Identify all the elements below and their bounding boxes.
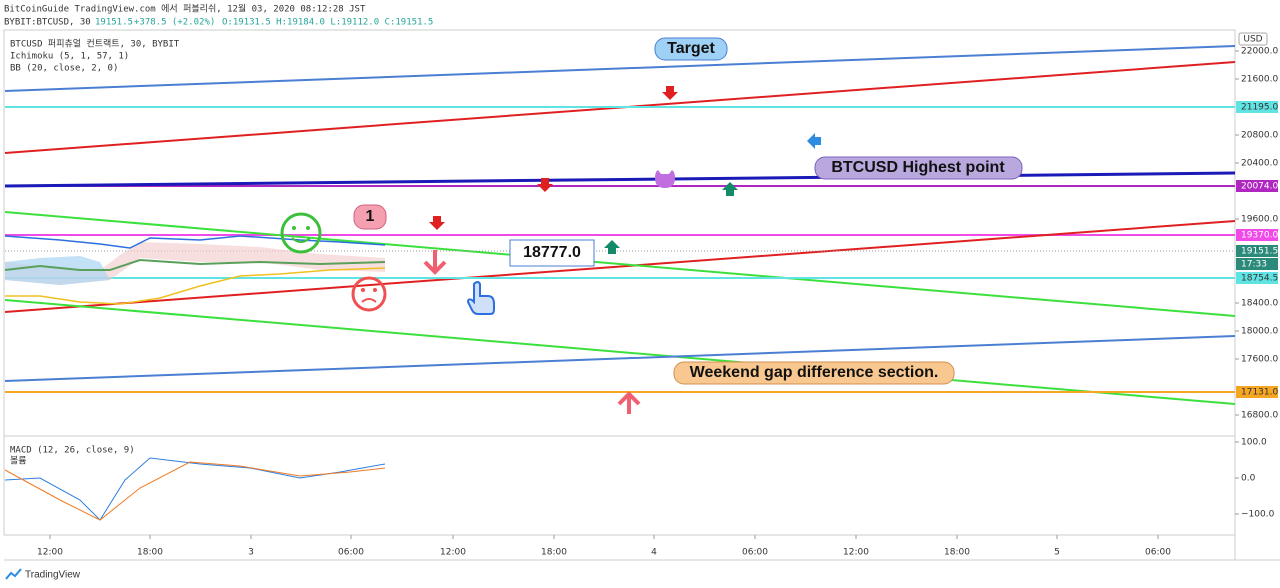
price-label: 18000.0	[1241, 327, 1278, 337]
price-label: 17600.0	[1241, 355, 1278, 365]
change: +378.5 (+2.02%)	[134, 18, 215, 28]
price-badge-label: 20074.0	[1241, 182, 1278, 192]
callout	[353, 204, 387, 230]
price-label: 22000.0	[1241, 47, 1278, 57]
price-badge-label: 19370.0	[1241, 231, 1278, 241]
trend-line	[4, 220, 1236, 313]
smiley-eye	[292, 226, 296, 230]
price-badge-label: 18754.5	[1241, 274, 1278, 284]
currency-badge	[1238, 32, 1268, 46]
macd-label: 100.0	[1241, 438, 1267, 448]
ohlc: O:19131.5 H:19184.0 L:19112.0 C:19151.5	[222, 18, 433, 28]
time-axis: 12:00 18:00 3 06:00 12:00 18:00 4 06:00 12:00 18:…	[37, 535, 1171, 558]
callout-text: Target	[667, 40, 715, 57]
smiley	[280, 212, 322, 254]
publish-info: BitCoinGuide TradingView.com 에서 퍼블리쉬, 12…	[4, 3, 366, 15]
callout-text: Weekend gap difference section.	[690, 364, 939, 381]
pointer-hand	[466, 281, 495, 315]
time-label: 5	[1054, 548, 1060, 558]
callout	[814, 156, 1023, 180]
arrow-up	[722, 182, 738, 196]
cat-icon	[655, 170, 675, 188]
time-label: 18:00	[541, 548, 567, 558]
brand: TradingView	[25, 570, 81, 581]
price-axis: 22000.0 21600.0 20800.0 20400.0 19600.0 18400…	[1235, 47, 1278, 421]
trend-line	[4, 171, 1236, 188]
callout	[673, 361, 955, 385]
legend-bb: BB (20, close, 2, 0)	[10, 64, 118, 74]
price-badge	[1236, 229, 1278, 241]
trend-line	[4, 45, 1236, 92]
price-badge	[1236, 180, 1278, 192]
price-badge	[1236, 272, 1278, 284]
price-badge	[1236, 101, 1278, 113]
arrow-up	[604, 240, 620, 254]
time-label: 12:00	[37, 548, 63, 558]
sad-eye	[361, 288, 365, 292]
trend-line	[4, 211, 1236, 317]
brand-logo	[5, 568, 22, 580]
time-label: 18:00	[137, 548, 163, 558]
price-badge-label: 17131.0	[1241, 388, 1278, 398]
price-badge-label: 21195.0	[1241, 103, 1278, 113]
price-badge	[1236, 386, 1278, 398]
time-label: 3	[248, 548, 254, 558]
price-label: 19600.0	[1241, 215, 1278, 225]
smiley-eye	[306, 226, 310, 230]
time-label: 06:00	[742, 548, 768, 558]
arrow-down	[537, 178, 553, 192]
macd-label: 0.0	[1241, 474, 1256, 484]
bb-upper	[4, 235, 386, 249]
currency: USD	[1243, 35, 1262, 45]
price-label: 21600.0	[1241, 75, 1278, 85]
price-label: 20800.0	[1241, 131, 1278, 141]
price-note	[509, 239, 595, 267]
bb-basis	[4, 258, 386, 271]
price-label: 18400.0	[1241, 299, 1278, 309]
macd-axis: 100.0 0.0 −100.0	[1235, 438, 1275, 520]
arrow-down-large	[423, 250, 447, 275]
legend-ichimoku: Ichimoku (5, 1, 57, 1)	[10, 52, 129, 62]
price-badge-label: 19151.5	[1241, 247, 1278, 257]
ichimoku-cloud	[5, 256, 110, 285]
time-label: 12:00	[843, 548, 869, 558]
price-label: 16800.0	[1241, 411, 1278, 421]
price-note-text: 18777.0	[523, 244, 581, 261]
time-label: 4	[651, 548, 657, 558]
price-label: 20400.0	[1241, 159, 1278, 169]
price-badge	[1236, 245, 1278, 257]
last-price: 19151.5	[95, 18, 133, 28]
sad-face	[351, 276, 387, 312]
time-label: 06:00	[1145, 548, 1171, 558]
callout-text: BTCUSD Highest point	[831, 159, 1005, 176]
legend-macd: MACD (12, 26, close, 9)	[10, 446, 135, 456]
callout	[654, 37, 728, 61]
time-label: 06:00	[338, 548, 364, 558]
price-badge	[1236, 258, 1278, 270]
legend-instrument: BTCUSD 퍼피츄얼 컨트랙트, 30, BYBIT	[10, 39, 180, 50]
sad-eye	[373, 288, 377, 292]
arrow-down	[429, 216, 445, 230]
symbol: BYBIT:BTCUSD, 30	[4, 18, 91, 28]
arrow-up-large	[617, 391, 641, 414]
smiley-mouth	[291, 237, 311, 243]
drawings	[4, 45, 1236, 405]
callout-text: 1	[366, 208, 375, 225]
price-badge-label: 17:33	[1241, 260, 1267, 270]
time-label: 18:00	[944, 548, 970, 558]
trend-line	[4, 335, 1236, 382]
macd-label: −100.0	[1241, 510, 1275, 520]
sad-mouth	[361, 298, 377, 303]
time-label: 12:00	[440, 548, 466, 558]
macd-line	[4, 457, 386, 521]
bb-lower	[5, 267, 386, 305]
signal-line	[4, 461, 386, 521]
arrow-down	[662, 86, 678, 100]
trend-line	[4, 299, 1236, 405]
arrow-left	[807, 133, 821, 149]
legend-volume: 볼륨	[10, 456, 27, 467]
